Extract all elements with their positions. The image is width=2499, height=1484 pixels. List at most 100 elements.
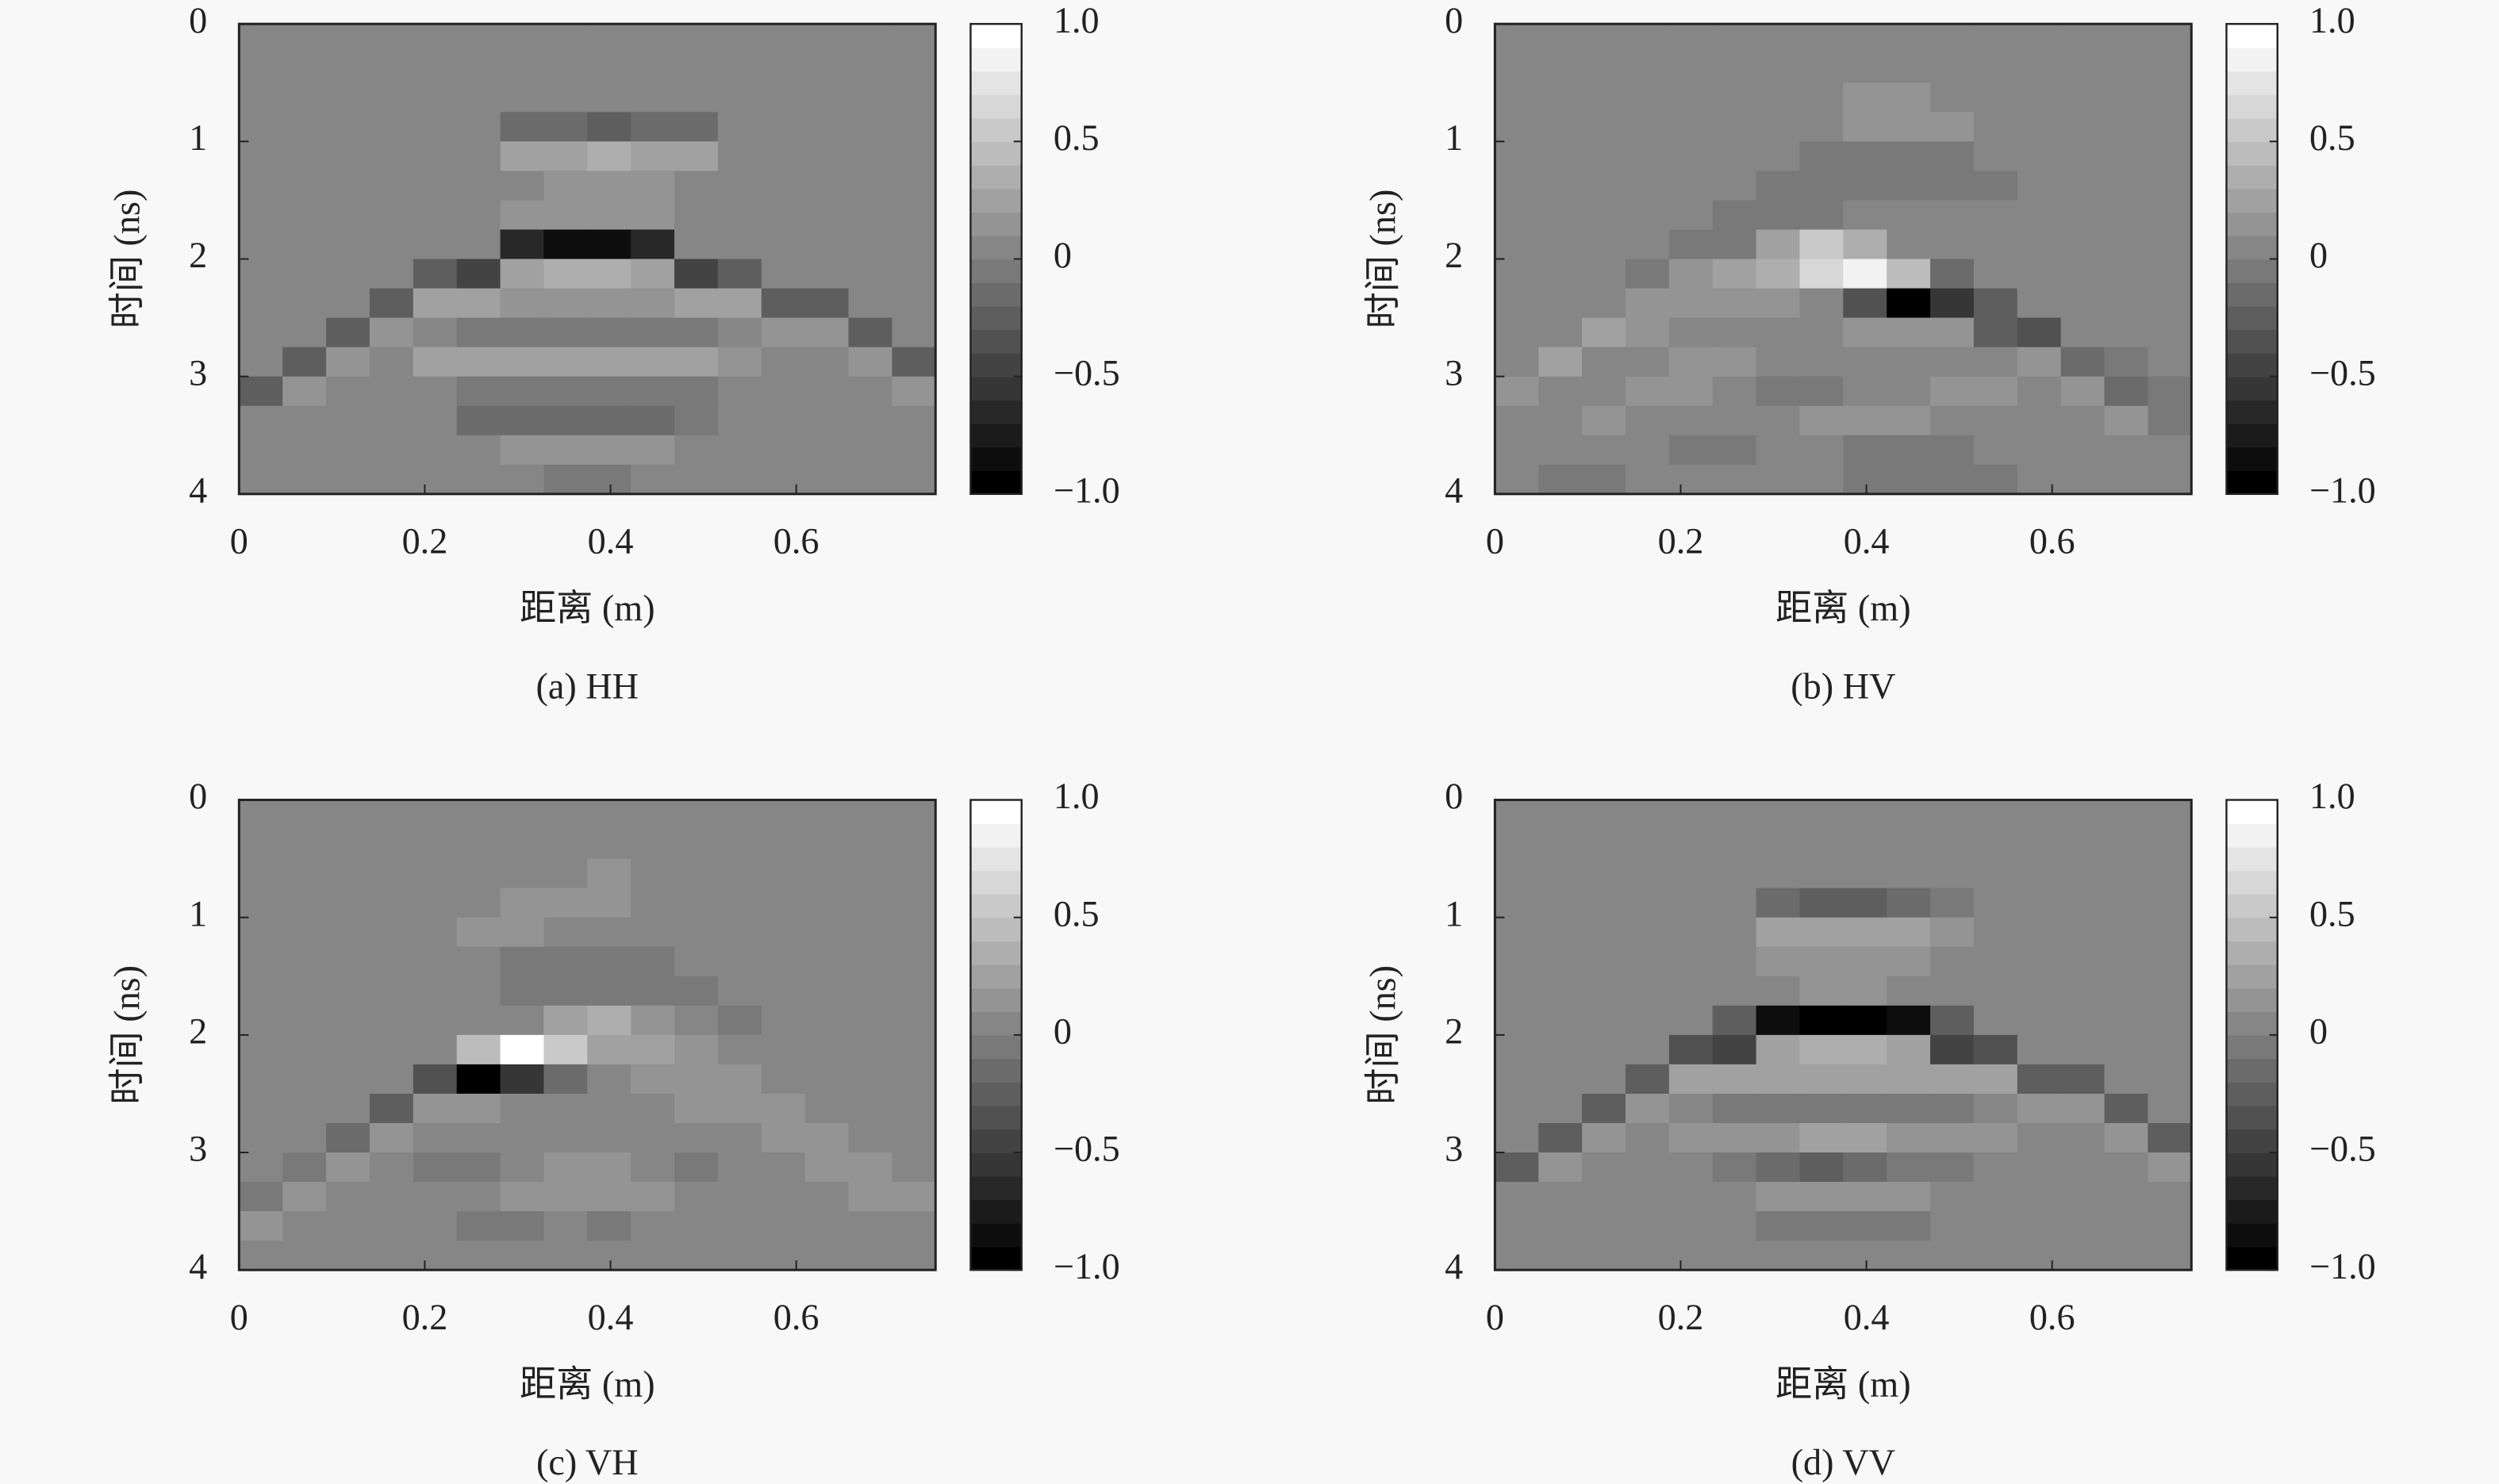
heatmap-cell: [500, 829, 545, 860]
heatmap-cell: [1495, 405, 1540, 436]
heatmap-cell: [369, 171, 414, 201]
heatmap-cell: [848, 858, 893, 889]
heatmap-cell: [1495, 171, 1540, 201]
heatmap-cell: [1887, 112, 1931, 143]
heatmap-cell: [1887, 435, 1931, 466]
heatmap-cell: [674, 171, 719, 201]
heatmap-cell: [892, 317, 937, 348]
heatmap-cell: [282, 800, 327, 830]
heatmap-cell: [674, 1122, 719, 1153]
heatmap-cell: [500, 53, 545, 84]
heatmap-cell: [892, 888, 937, 918]
colorbar-step: [2226, 400, 2278, 424]
y-tick-label: 2: [189, 235, 207, 275]
colorbar-step: [970, 259, 1022, 283]
heatmap-cell: [1625, 82, 1670, 113]
heatmap-cell: [1887, 259, 1931, 290]
heatmap-cell: [717, 259, 762, 290]
heatmap-cell: [413, 1034, 458, 1065]
heatmap-cell: [282, 1034, 327, 1065]
heatmap-cell: [674, 1182, 719, 1212]
colorbar-step: [2226, 329, 2278, 354]
heatmap-cell: [674, 888, 719, 918]
heatmap-cell: [1887, 1005, 1931, 1036]
heatmap-cell: [413, 141, 458, 172]
heatmap-cell: [2148, 1093, 2193, 1124]
heatmap-cell: [369, 1182, 414, 1212]
heatmap-cell: [282, 200, 327, 231]
heatmap-cell: [326, 829, 370, 860]
heatmap-cell: [761, 1152, 806, 1183]
heatmap-cell: [239, 229, 284, 260]
heatmap-cell: [848, 946, 893, 977]
heatmap-cell: [674, 317, 719, 348]
heatmap-cell: [239, 1211, 284, 1241]
heatmap-cell: [1625, 800, 1670, 830]
heatmap-cell: [1973, 1093, 2018, 1124]
heatmap-cell: [369, 112, 414, 143]
heatmap-cell: [1495, 1064, 1540, 1095]
heatmap-cell: [804, 259, 850, 290]
heatmap-cell: [587, 976, 631, 1007]
heatmap-cell: [1930, 24, 1975, 55]
heatmap-cell: [1495, 435, 1540, 466]
heatmap-cell: [1887, 53, 1931, 84]
heatmap-cell: [1495, 376, 1540, 407]
heatmap-cell: [282, 976, 327, 1007]
heatmap-cell: [1538, 1122, 1583, 1153]
heatmap-cell: [674, 24, 719, 55]
heatmap-cell: [326, 288, 370, 319]
heatmap-cell: [1756, 112, 1801, 143]
heatmap-cell: [1756, 917, 1801, 948]
heatmap-cell: [848, 1093, 893, 1124]
heatmap-cell: [282, 888, 327, 918]
x-tick-label: 0: [1486, 521, 1504, 562]
heatmap-cell: [1843, 24, 1887, 55]
heatmap-cell: [282, 259, 327, 290]
heatmap-cell: [1756, 858, 1801, 889]
colorbar-step: [970, 329, 1022, 354]
heatmap-cell: [717, 1122, 762, 1153]
heatmap-cell: [1930, 288, 1975, 319]
heatmap-cell: [282, 288, 327, 319]
heatmap-cell: [1799, 1034, 1844, 1065]
heatmap-cell: [500, 435, 545, 466]
heatmap-cell: [2060, 405, 2106, 436]
heatmap-cell: [369, 317, 414, 348]
heatmap-cell: [456, 53, 501, 84]
heatmap-cell: [1973, 1152, 2018, 1183]
heatmap-cell: [631, 405, 675, 436]
heatmap-cell: [717, 376, 762, 407]
heatmap-cell: [2104, 1211, 2149, 1241]
heatmap-cell: [1625, 464, 1670, 495]
heatmap-cell: [1668, 1122, 1714, 1153]
heatmap-cell: [804, 1064, 850, 1095]
y-tick-label: 0: [189, 0, 207, 40]
heatmap-cell: [2148, 1034, 2193, 1065]
heatmap-cell: [761, 259, 806, 290]
heatmap-cell: [804, 82, 850, 113]
heatmap-cell: [326, 1093, 370, 1124]
heatmap-cell: [456, 1093, 501, 1124]
heatmap-cell: [587, 464, 631, 495]
heatmap-cell: [1930, 946, 1975, 977]
heatmap-cell: [717, 53, 762, 84]
heatmap-cell: [631, 976, 675, 1007]
heatmap-cell: [1756, 1005, 1801, 1036]
heatmap-cell: [326, 259, 370, 290]
heatmap-cell: [326, 53, 370, 84]
heatmap-cell: [631, 1122, 675, 1153]
heatmap-cell: [2060, 259, 2106, 290]
heatmap-cell: [2104, 917, 2149, 948]
heatmap-cell: [543, 200, 589, 231]
heatmap-cell: [804, 800, 850, 830]
heatmap-cell: [587, 317, 631, 348]
heatmap-cell: [1712, 829, 1757, 860]
heatmap-cell: [717, 200, 762, 231]
x-tick-label: 0.4: [588, 521, 634, 562]
heatmap-cell: [2060, 112, 2106, 143]
y-axis-label: 时间 (ns): [1362, 965, 1403, 1105]
heatmap-cell: [1973, 259, 2018, 290]
heatmap-cell: [369, 435, 414, 466]
heatmap-cell: [2104, 82, 2149, 113]
